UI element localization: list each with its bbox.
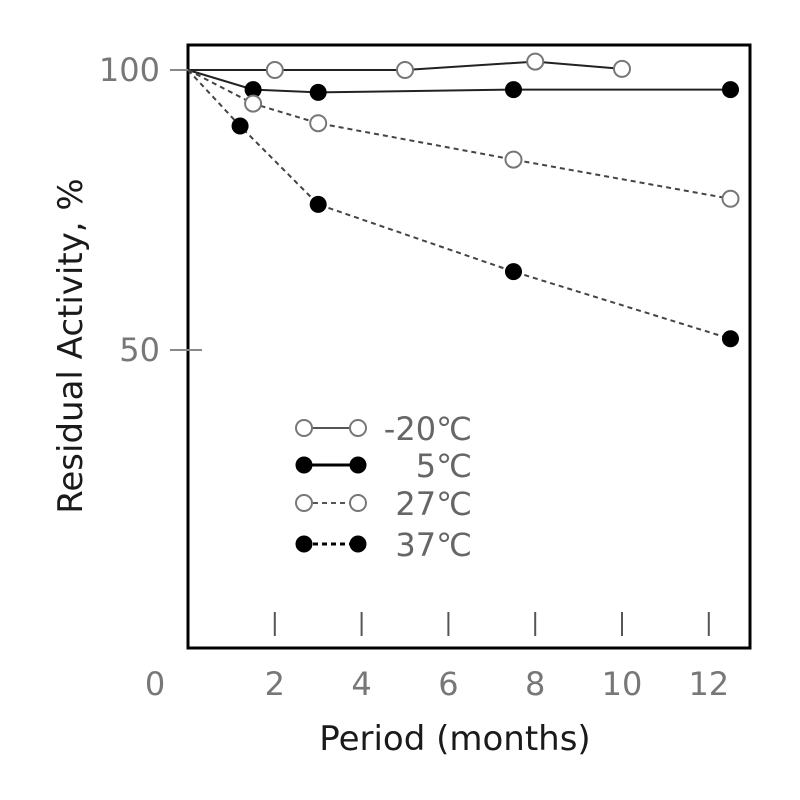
x-axis-ticks: 0 2 4 6 8 10 12 <box>145 612 729 703</box>
legend-marker <box>295 419 313 437</box>
legend-label: 37℃ <box>395 526 472 564</box>
legend-marker <box>295 535 313 553</box>
data-point <box>526 52 545 71</box>
series-1 <box>187 69 739 101</box>
x-tick-label: 4 <box>351 665 371 703</box>
legend-marker <box>349 456 367 474</box>
legend-marker <box>349 419 367 437</box>
x-axis-title: Period (months) <box>319 719 590 759</box>
data-point <box>309 83 327 101</box>
series-3 <box>187 69 739 348</box>
series-line <box>187 69 731 200</box>
legend-marker <box>295 456 313 474</box>
legend-marker <box>349 494 367 512</box>
data-point <box>231 117 249 135</box>
series-layer <box>187 52 740 348</box>
legend-label: -20℃ <box>384 410 472 448</box>
data-point <box>309 195 327 213</box>
data-point <box>505 81 522 99</box>
x-tick-label: 12 <box>688 665 729 703</box>
data-point <box>721 189 740 208</box>
y-axis-ticks: 50 100 <box>99 51 202 369</box>
y-tick-label: 50 <box>119 331 160 369</box>
data-point <box>722 81 739 99</box>
series-0 <box>188 52 631 79</box>
x-tick-label: 6 <box>438 665 458 703</box>
data-point <box>722 330 739 348</box>
data-point <box>309 114 328 133</box>
x-tick-label: 0 <box>145 665 165 703</box>
x-tick-label: 10 <box>602 665 643 703</box>
x-tick-label: 2 <box>265 665 285 703</box>
data-point <box>504 150 523 169</box>
plot-frame <box>186 43 752 650</box>
y-tick-label: 100 <box>99 51 160 89</box>
legend-label: 5℃ <box>416 447 472 485</box>
legend-marker <box>349 535 367 553</box>
data-point <box>613 59 631 78</box>
y-axis-title: Residual Activity, % <box>51 178 91 513</box>
data-point <box>244 94 263 113</box>
data-point <box>265 61 284 79</box>
legend: -20℃5℃27℃37℃ <box>295 410 472 564</box>
x-tick-label: 8 <box>525 665 545 703</box>
legend-marker <box>295 494 313 512</box>
series-line <box>187 69 731 340</box>
data-point <box>505 263 522 281</box>
legend-label: 27℃ <box>395 485 472 523</box>
series-2 <box>187 69 740 208</box>
data-point <box>396 61 414 79</box>
